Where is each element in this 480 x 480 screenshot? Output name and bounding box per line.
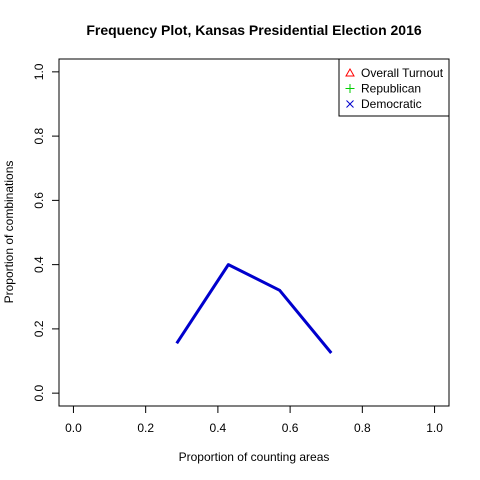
cross-symbol <box>346 100 354 108</box>
y-tick-label: 0.4 <box>32 256 46 273</box>
y-tick-label: 0.0 <box>32 384 46 401</box>
x-tick-label: 1.0 <box>426 421 443 435</box>
y-axis: 0.0 0.2 0.4 0.6 0.8 1.0 <box>32 63 60 401</box>
chart-title: Frequency Plot, Kansas Presidential Elec… <box>86 22 422 38</box>
x-tick-label: 0.6 <box>282 421 299 435</box>
x-tick-label: 0.2 <box>137 421 154 435</box>
y-tick-label: 0.2 <box>32 320 46 337</box>
x-tick-label: 0.8 <box>354 421 371 435</box>
legend-label: Republican <box>361 82 421 96</box>
x-axis-label: Proportion of counting areas <box>179 450 330 464</box>
y-tick-label: 0.8 <box>32 127 46 144</box>
series-lines <box>175 263 333 354</box>
legend-item: Overall Turnout <box>345 66 444 80</box>
x-tick-label: 0.0 <box>65 421 82 435</box>
y-tick-label: 0.6 <box>32 192 46 209</box>
series-line <box>175 263 333 354</box>
x-tick-label: 0.4 <box>210 421 227 435</box>
legend-item: Democratic <box>346 97 422 111</box>
legend-item: Republican <box>345 82 421 96</box>
x-axis: 0.0 0.2 0.4 0.6 0.8 1.0 <box>65 405 443 435</box>
y-axis-label: Proportion of combinations <box>2 161 16 304</box>
triangle-symbol <box>345 67 355 77</box>
y-tick-label: 1.0 <box>32 63 46 80</box>
plus-symbol <box>345 84 355 93</box>
legend-label: Overall Turnout <box>361 66 444 80</box>
legend-box <box>338 58 450 117</box>
legend-label: Democratic <box>361 97 422 111</box>
